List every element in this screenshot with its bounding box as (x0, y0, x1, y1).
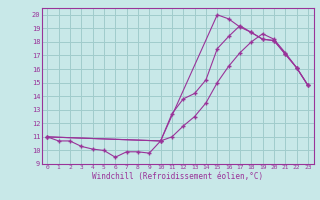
X-axis label: Windchill (Refroidissement éolien,°C): Windchill (Refroidissement éolien,°C) (92, 172, 263, 181)
